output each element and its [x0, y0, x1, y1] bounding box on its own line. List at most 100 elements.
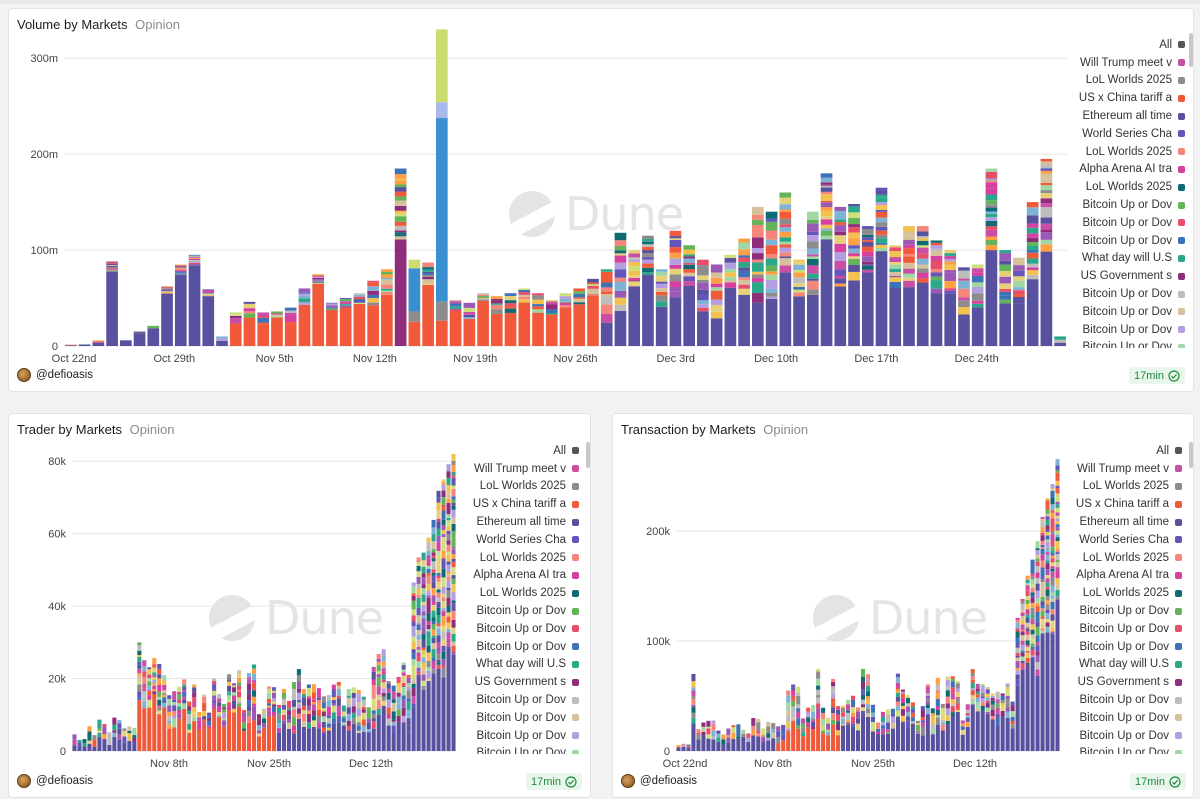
bar-segment[interactable] [875, 194, 888, 198]
bar-segment[interactable] [916, 268, 929, 273]
bar-segment[interactable] [312, 281, 325, 283]
bar-segment[interactable] [985, 713, 990, 751]
bar-segment[interactable] [367, 294, 379, 299]
bar-segment[interactable] [1020, 616, 1025, 620]
bar-segment[interactable] [848, 232, 860, 239]
bar-segment[interactable] [336, 722, 341, 727]
bar-segment[interactable] [172, 718, 177, 728]
bar-segment[interactable] [836, 709, 841, 715]
bar-segment[interactable] [436, 611, 441, 616]
bar-segment[interactable] [431, 561, 436, 570]
bar-segment[interactable] [796, 686, 801, 693]
bar-segment[interactable] [841, 712, 846, 717]
bar-segment[interactable] [1045, 609, 1050, 614]
bar-segment[interactable] [726, 728, 731, 736]
bar-segment[interactable] [793, 292, 805, 297]
bar-segment[interactable] [356, 732, 361, 751]
bar-segment[interactable] [122, 730, 127, 737]
bar-segment[interactable] [367, 290, 379, 295]
bar-segment[interactable] [406, 709, 411, 719]
bar-segment[interactable] [394, 236, 407, 240]
bar-segment[interactable] [1030, 592, 1035, 596]
bar-segment[interactable] [1015, 655, 1020, 658]
bar-segment[interactable] [394, 168, 407, 175]
bar-segment[interactable] [895, 705, 900, 711]
bar-segment[interactable] [765, 258, 778, 266]
bar-segment[interactable] [1035, 566, 1040, 573]
bar-segment[interactable] [1055, 554, 1060, 560]
bar-segment[interactable] [985, 168, 998, 172]
legend-item[interactable]: Bitcoin Up or Dov [1067, 303, 1185, 321]
bar-segment[interactable] [985, 700, 990, 704]
bar-segment[interactable] [142, 696, 147, 702]
bar-segment[interactable] [916, 245, 929, 248]
bar-segment[interactable] [351, 692, 356, 698]
bar-segment[interactable] [710, 272, 723, 278]
bar-segment[interactable] [573, 293, 586, 298]
bar-segment[interactable] [177, 706, 182, 711]
bar-segment[interactable] [1050, 510, 1055, 513]
bar-segment[interactable] [944, 255, 957, 260]
bar-segment[interactable] [112, 724, 117, 731]
bar-segment[interactable] [152, 685, 157, 690]
bar-segment[interactable] [1035, 662, 1040, 670]
bar-segment[interactable] [436, 602, 441, 608]
bar-segment[interactable] [1050, 550, 1055, 553]
bar-segment[interactable] [441, 605, 446, 608]
bar-segment[interactable] [117, 723, 122, 729]
bar-segment[interactable] [406, 731, 411, 751]
bar-segment[interactable] [1040, 198, 1053, 204]
bar-segment[interactable] [850, 706, 856, 713]
bar-segment[interactable] [237, 707, 242, 751]
refresh-badge[interactable]: 17min [1130, 773, 1186, 790]
bar-segment[interactable] [301, 694, 306, 698]
bar-segment[interactable] [655, 306, 668, 346]
bar-segment[interactable] [188, 255, 201, 257]
bar-segment[interactable] [431, 595, 436, 602]
bar-segment[interactable] [381, 284, 393, 289]
bar-segment[interactable] [451, 531, 456, 539]
bar-segment[interactable] [731, 727, 736, 733]
bar-segment[interactable] [738, 279, 750, 285]
bar-segment[interactable] [1000, 720, 1005, 751]
bar-segment[interactable] [441, 586, 446, 594]
bar-segment[interactable] [545, 314, 558, 346]
bar-segment[interactable] [889, 275, 902, 278]
bar-segment[interactable] [142, 684, 147, 687]
bar-segment[interactable] [875, 197, 888, 203]
legend-item[interactable]: Alpha Arena AI tra [1064, 567, 1182, 585]
bar-segment[interactable] [339, 304, 352, 306]
bar-segment[interactable] [890, 728, 895, 751]
bar-segment[interactable] [573, 288, 586, 292]
bar-segment[interactable] [431, 673, 436, 751]
bar-segment[interactable] [431, 601, 436, 605]
bar-segment[interactable] [161, 287, 173, 289]
bar-segment[interactable] [1055, 470, 1060, 473]
bar-segment[interactable] [451, 584, 456, 592]
bar-segment[interactable] [985, 205, 998, 208]
bar-segment[interactable] [971, 264, 984, 269]
bar-segment[interactable] [1050, 512, 1055, 519]
bar-segment[interactable] [900, 691, 905, 694]
bar-segment[interactable] [326, 706, 331, 716]
bar-segment[interactable] [326, 695, 331, 701]
bar-segment[interactable] [683, 285, 695, 346]
bar-segment[interactable] [152, 691, 157, 695]
bar-segment[interactable] [197, 724, 202, 730]
bar-segment[interactable] [353, 296, 366, 300]
bar-segment[interactable] [446, 638, 451, 644]
bar-segment[interactable] [1025, 627, 1030, 629]
bar-segment[interactable] [980, 683, 985, 686]
bar-segment[interactable] [246, 694, 252, 701]
bar-segment[interactable] [251, 664, 257, 669]
bar-segment[interactable] [831, 719, 836, 725]
bar-segment[interactable] [188, 264, 201, 266]
bar-segment[interactable] [970, 683, 975, 689]
bar-segment[interactable] [321, 716, 326, 722]
bar-segment[interactable] [1055, 485, 1060, 489]
bar-segment[interactable] [669, 230, 682, 237]
bar-segment[interactable] [441, 507, 446, 511]
bar-segment[interactable] [65, 345, 77, 346]
bar-segment[interactable] [446, 628, 451, 633]
